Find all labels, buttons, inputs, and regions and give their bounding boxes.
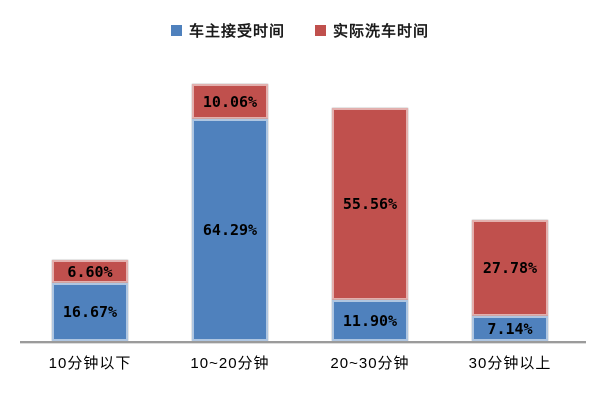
x-axis-label-0: 10分钟以下 bbox=[48, 355, 132, 372]
chart-legend: 车主接受时间 实际洗车时间 bbox=[0, 20, 600, 41]
legend-item-series-1: 实际洗车时间 bbox=[315, 20, 429, 41]
bar-value-label: 16.67% bbox=[62, 303, 118, 321]
bar-cell-1: 64.29% 10.06% bbox=[160, 58, 300, 341]
legend-label: 实际洗车时间 bbox=[333, 23, 430, 40]
bar-segment-s0-c3: 7.14% bbox=[472, 316, 548, 341]
bar-segment-s1-c1: 10.06% bbox=[192, 84, 268, 119]
bar-segment-s0-c0: 16.67% bbox=[52, 283, 128, 341]
bar-segment-s1-c2: 55.56% bbox=[332, 108, 408, 300]
x-axis-label-1: 10~20分钟 bbox=[190, 355, 270, 372]
bar-value-label: 11.90% bbox=[342, 311, 398, 330]
bar-segment-s1-c0: 6.60% bbox=[52, 260, 128, 283]
bar-segment-s1-c3: 27.78% bbox=[472, 220, 548, 316]
bar-value-label: 55.56% bbox=[342, 195, 398, 213]
legend-swatch-icon bbox=[315, 25, 326, 36]
bar-column-0: 16.67% 6.60% bbox=[52, 260, 128, 341]
bar-value-label: 27.78% bbox=[482, 259, 538, 277]
bars-container: 16.67% 6.60% 64.29% 10.06% 11.90% 55.56% 7.14%… bbox=[20, 58, 580, 341]
x-axis-labels: 10分钟以下 10~20分钟 20~30分钟 30分钟以上 bbox=[20, 352, 580, 373]
bar-column-3: 7.14% 27.78% bbox=[472, 220, 548, 341]
x-axis-label-2: 20~30分钟 bbox=[330, 355, 410, 372]
legend-swatch-icon bbox=[170, 25, 182, 36]
x-axis-line bbox=[20, 341, 586, 343]
bar-value-label: 10.06% bbox=[202, 92, 258, 111]
bar-segment-s0-c1: 64.29% bbox=[192, 119, 268, 341]
x-axis-label-3: 30分钟以上 bbox=[468, 355, 552, 372]
bar-cell-3: 7.14% 27.78% bbox=[440, 58, 580, 341]
bar-column-1: 64.29% 10.06% bbox=[192, 84, 268, 341]
bar-value-label: 7.14% bbox=[487, 319, 533, 338]
bar-segment-s0-c2: 11.90% bbox=[332, 300, 408, 341]
bar-cell-2: 11.90% 55.56% bbox=[300, 58, 440, 341]
plot-area: 16.67% 6.60% 64.29% 10.06% 11.90% 55.56% 7.14%… bbox=[20, 58, 586, 343]
bar-column-2: 11.90% 55.56% bbox=[332, 108, 408, 341]
bar-value-label: 6.60% bbox=[67, 262, 113, 281]
bar-value-label: 64.29% bbox=[202, 221, 258, 239]
bar-cell-0: 16.67% 6.60% bbox=[20, 58, 160, 341]
legend-label: 车主接受时间 bbox=[188, 23, 285, 40]
legend-item-series-0: 车主接受时间 bbox=[170, 20, 285, 41]
